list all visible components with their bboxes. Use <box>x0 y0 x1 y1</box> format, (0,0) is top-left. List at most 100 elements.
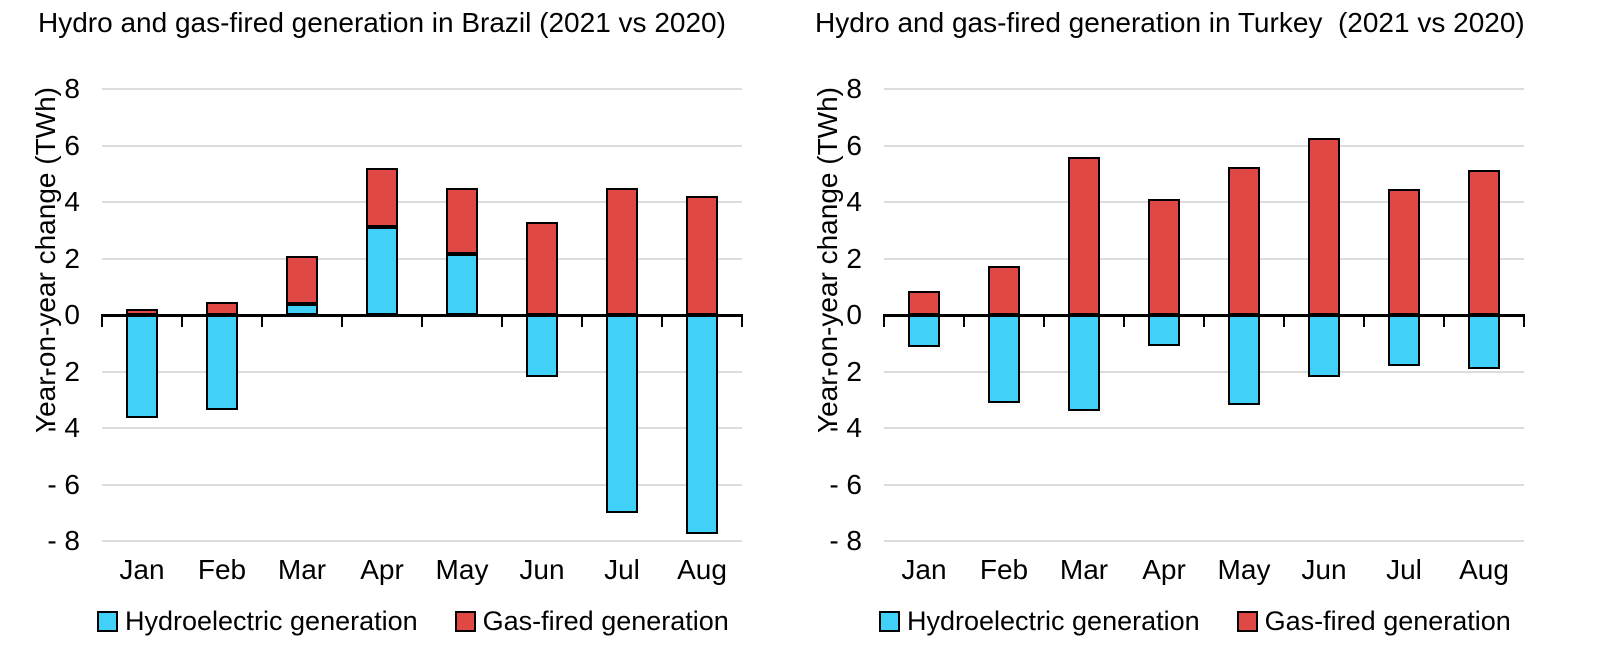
x-axis-label-jan: Jan <box>119 554 165 585</box>
x-axis-tick-4 <box>421 314 423 327</box>
x-axis-label-jun: Jun <box>1301 554 1347 585</box>
x-axis-label-mar: Mar <box>1059 554 1109 585</box>
bar-hydroelectric-generation-aug <box>1468 315 1500 369</box>
y-tick-label-8: 8 <box>846 73 862 104</box>
x-axis-tick-5 <box>1283 314 1285 327</box>
legend-label-gas-fired-generation: Gas-fired generation <box>482 606 729 636</box>
y-tick-label--6: - 6 <box>829 468 862 500</box>
bar-hydroelectric-generation-jan <box>126 315 158 419</box>
y-tick-label-6: 6 <box>846 129 862 161</box>
x-axis-label-jul: Jul <box>604 554 640 585</box>
x-axis-tick-3 <box>341 314 343 327</box>
bar-gas-fired-generation-mar <box>286 255 318 304</box>
bar-hydroelectric-generation-may <box>1228 315 1260 406</box>
x-axis-tick-6 <box>581 314 583 327</box>
gridline-4 <box>884 201 1524 203</box>
y-tick-label-4: 4 <box>846 186 862 217</box>
bar-gas-fired-generation-jun <box>1308 138 1340 315</box>
bar-gas-fired-generation-jul <box>606 187 638 315</box>
x-axis-label-aug: Aug <box>1459 554 1509 585</box>
gridline--8 <box>102 540 742 542</box>
chart-title-turkey: Hydro and gas-fired generation in Turkey… <box>815 7 1525 38</box>
bar-gas-fired-generation-jul <box>1388 189 1420 315</box>
bar-gas-fired-generation-jun <box>526 221 558 315</box>
bar-hydroelectric-generation-feb <box>206 315 238 410</box>
y-tick-label-6: 6 <box>64 129 80 161</box>
bar-hydroelectric-generation-mar <box>1068 315 1100 412</box>
bar-gas-fired-generation-aug <box>686 196 718 315</box>
legend-swatch-hydroelectric-generation-icon <box>879 610 900 632</box>
legend-label-hydroelectric-generation: Hydroelectric generation <box>907 606 1200 636</box>
bar-gas-fired-generation-may <box>446 187 478 255</box>
y-tick-label-4: 4 <box>64 186 80 217</box>
x-axis-label-feb: Feb <box>979 554 1029 585</box>
x-axis-label-jan: Jan <box>901 554 947 585</box>
x-axis-label-mar: Mar <box>277 554 327 585</box>
gridline-2 <box>102 257 742 260</box>
legend-item-gas-fired-generation: Gas-fired generation <box>1236 606 1511 636</box>
bar-gas-fired-generation-apr <box>1148 199 1180 315</box>
x-axis-tick-8 <box>1523 314 1525 327</box>
legend-item-hydroelectric-generation: Hydroelectric generation <box>97 606 418 636</box>
gridline-8 <box>884 88 1524 90</box>
bar-gas-fired-generation-may <box>1228 166 1260 315</box>
gridline--4 <box>102 427 742 429</box>
x-axis-tick-8 <box>741 314 743 327</box>
legend-label-gas-fired-generation: Gas-fired generation <box>1264 606 1511 636</box>
bar-hydroelectric-generation-jul <box>1388 315 1420 366</box>
y-tick-label--4: - 4 <box>829 412 862 443</box>
legend-item-hydroelectric-generation: Hydroelectric generation <box>879 606 1200 636</box>
x-axis-tick-5 <box>501 314 503 327</box>
y-axis-title: Year-on-year change (TWh) <box>812 87 843 434</box>
legend-swatch-hydroelectric-generation-icon <box>97 610 118 632</box>
y-tick-label-0: 0 <box>64 299 80 330</box>
y-axis-title: Year-on-year change (TWh) <box>30 87 61 434</box>
x-axis-tick-4 <box>1203 314 1205 327</box>
bar-hydroelectric-generation-jun <box>526 315 558 378</box>
legend-swatch-gas-fired-generation-icon <box>1236 610 1258 632</box>
gridline--2 <box>102 370 742 373</box>
gridline-6 <box>884 144 1524 147</box>
y-tick-label--6: - 6 <box>47 468 80 500</box>
legend: Hydroelectric generation Gas-fired genera… <box>879 606 1511 636</box>
gridline--4 <box>884 427 1524 429</box>
gridline-8 <box>102 88 742 90</box>
legend-swatch-gas-fired-generation-icon <box>454 610 476 632</box>
x-axis-label-jun: Jun <box>519 554 565 585</box>
bar-hydroelectric-generation-apr <box>366 227 398 315</box>
gridline--2 <box>884 370 1524 373</box>
bar-gas-fired-generation-mar <box>1068 156 1100 315</box>
bar-hydroelectric-generation-jul <box>606 315 638 513</box>
bar-hydroelectric-generation-mar <box>286 303 318 315</box>
legend-item-gas-fired-generation: Gas-fired generation <box>454 606 729 636</box>
y-tick-label-2: 2 <box>64 242 80 274</box>
chart-title-brazil: Hydro and gas-fired generation in Brazil… <box>38 7 726 38</box>
x-axis-tick-7 <box>661 314 663 327</box>
bar-hydroelectric-generation-feb <box>988 315 1020 403</box>
y-tick-label--2: - 2 <box>829 355 862 387</box>
legend: Hydroelectric generation Gas-fired genera… <box>97 606 729 636</box>
y-tick-label--8: - 8 <box>829 525 862 556</box>
y-tick-label-2: 2 <box>846 242 862 274</box>
x-axis-tick-3 <box>1123 314 1125 327</box>
bar-hydroelectric-generation-apr <box>1148 315 1180 347</box>
x-axis-tick-1 <box>963 314 965 327</box>
legend-label-hydroelectric-generation: Hydroelectric generation <box>125 606 418 636</box>
x-axis-label-may: May <box>1217 554 1271 585</box>
x-axis-tick-2 <box>261 314 263 327</box>
chart-turkey: Hydro and gas-fired generation in Turkey… <box>782 0 1582 650</box>
x-axis-tick-2 <box>1043 314 1045 327</box>
x-axis-tick-1 <box>181 314 183 327</box>
bar-gas-fired-generation-apr <box>366 168 398 228</box>
y-tick-label--2: - 2 <box>47 355 80 387</box>
x-axis-label-aug: Aug <box>677 554 727 585</box>
x-axis-label-feb: Feb <box>197 554 247 585</box>
bar-hydroelectric-generation-jun <box>1308 315 1340 378</box>
gridline-4 <box>102 201 742 203</box>
bar-gas-fired-generation-feb <box>988 265 1020 315</box>
bar-hydroelectric-generation-aug <box>686 315 718 534</box>
gridline--6 <box>102 483 742 486</box>
bar-gas-fired-generation-aug <box>1468 169 1500 315</box>
x-axis-label-apr: Apr <box>360 554 404 585</box>
